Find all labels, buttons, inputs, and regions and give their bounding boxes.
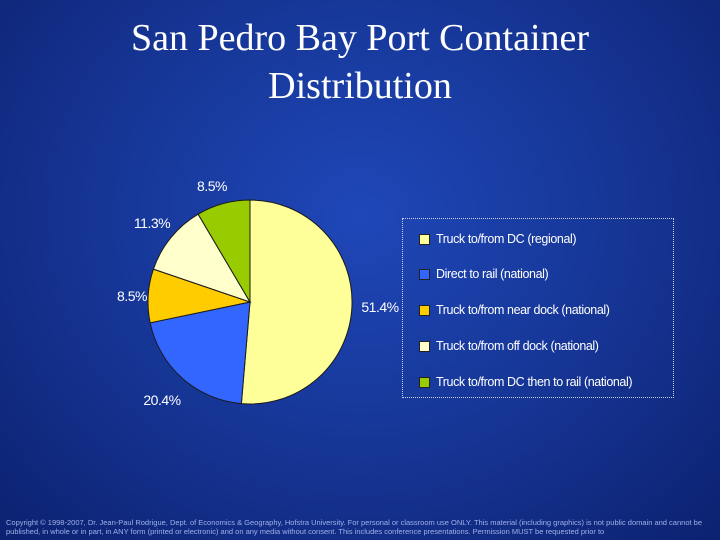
data-label-dc-regional: 51.4% [361, 299, 398, 315]
data-label-off-dock: 11.3% [134, 215, 170, 231]
legend-swatch [419, 340, 430, 352]
legend-label: Truck to/from near dock (national) [436, 303, 610, 317]
legend-label: Truck to/from off dock (national) [436, 339, 599, 353]
legend-swatch [419, 376, 430, 388]
legend-label: Truck to/from DC (regional) [436, 232, 577, 246]
data-label-direct-rail: 20.4% [143, 392, 180, 408]
pie-slice-off-dock [152, 213, 252, 303]
legend-item-off-dock: Truck to/from off dock (national) [419, 338, 599, 354]
pie-slice-dc-rail [197, 199, 251, 304]
title-line-2: Distribution [268, 65, 452, 107]
legend-item-dc-rail: Truck to/from DC then to rail (national) [419, 374, 633, 390]
pie-slice-dc-regional [240, 199, 353, 405]
legend-swatch [419, 268, 430, 280]
legend-swatch [419, 233, 430, 245]
data-label-near-dock: 8.5% [117, 288, 147, 304]
legend-swatch [419, 304, 430, 316]
copyright-notice: Copyright © 1998-2007, Dr. Jean-Paul Rod… [6, 518, 703, 536]
legend-label: Direct to rail (national) [436, 267, 549, 281]
chart-legend: Truck to/from DC (regional) Direct to ra… [402, 218, 674, 398]
data-label-dc-rail: 8.5% [197, 178, 227, 194]
legend-item-dc-regional: Truck to/from DC (regional) [419, 231, 577, 247]
title-line-1: San Pedro Bay Port Container [130, 17, 590, 59]
legend-item-direct-rail: Direct to rail (national) [419, 266, 549, 282]
legend-item-near-dock: Truck to/from near dock (national) [419, 302, 610, 318]
legend-label: Truck to/from DC then to rail (national) [436, 375, 633, 389]
pie-slice-direct-rail [149, 301, 251, 405]
slide-title: San Pedro Bay Port Container Distributio… [0, 14, 720, 110]
